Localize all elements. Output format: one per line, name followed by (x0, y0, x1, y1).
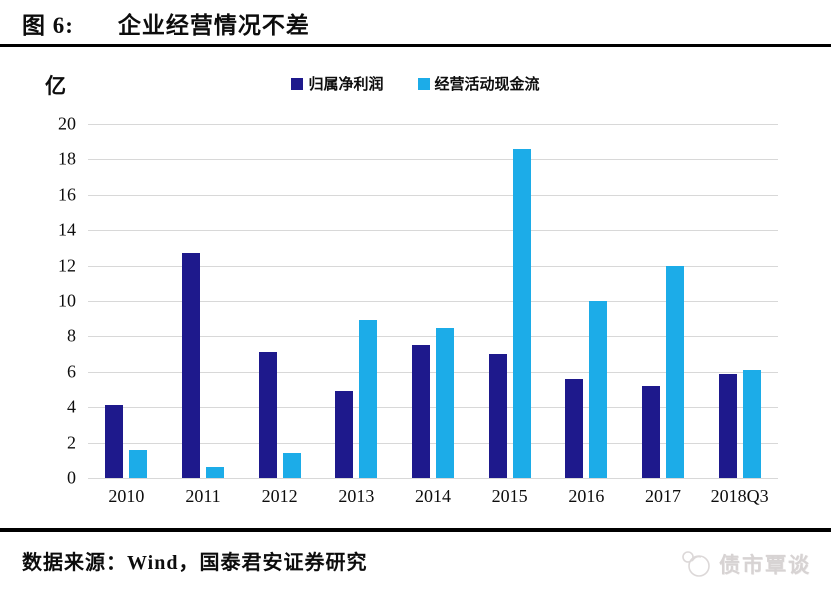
y-axis-unit-label: 亿 (45, 74, 66, 98)
y-axis: 0 2 4 6 8 10 12 14 16 18 20 (36, 114, 82, 488)
x-tick-label-2014: 2014 (415, 486, 451, 506)
bar-operating-cash-flow-2017 (666, 265, 684, 478)
bar-group-2014 (412, 124, 454, 478)
bar-net-profit-2010 (105, 405, 124, 478)
bar-net-profit-2018Q3 (718, 373, 737, 478)
x-tick-label-2017: 2017 (645, 486, 681, 506)
y-tick-label-16: 16 (58, 184, 76, 205)
bar-operating-cash-flow-2012 (282, 453, 301, 478)
header-divider (0, 44, 831, 47)
bar-net-profit-2011 (182, 253, 200, 478)
gridline-y-14 (88, 230, 778, 232)
y-tick-label-14: 14 (58, 219, 76, 240)
gridline-y-8 (88, 336, 778, 338)
chart-header: 图 6: 企业经营情况不差 (22, 6, 821, 40)
footer-divider (0, 528, 831, 532)
bar-group-2013 (335, 124, 378, 478)
gridline-y-4 (88, 407, 778, 409)
bar-operating-cash-flow-2014 (436, 327, 454, 478)
bar-operating-cash-flow-2011 (206, 467, 224, 478)
legend-label-net-profit: 归属净利润 (308, 77, 384, 93)
bar-net-profit-2013 (335, 391, 354, 478)
x-axis: 2010 2011 2012 2013 2014 2015 2016 2017 2018Q3 (88, 486, 778, 512)
bar-net-profit-2014 (412, 345, 430, 478)
x-tick-label-2010: 2010 (108, 486, 145, 506)
bar-operating-cash-flow-2016 (589, 301, 608, 478)
x-tick-label-2015: 2015 (491, 486, 528, 506)
bar-operating-cash-flow-2018Q3 (742, 370, 761, 478)
page-title: 企业经营情况不差 (117, 13, 310, 38)
watermark: 债市覃谈 (679, 549, 811, 579)
x-tick-label-2012: 2012 (261, 486, 298, 506)
gridline-y-0 (88, 478, 778, 479)
gridline-y-12 (88, 265, 778, 267)
bar-group-2018Q3 (718, 124, 761, 478)
bar-net-profit-2016 (565, 378, 584, 478)
y-tick-label-0: 0 (67, 467, 76, 488)
gridline-y-16 (88, 194, 778, 196)
y-tick-label-4: 4 (67, 396, 76, 417)
y-tick-label-6: 6 (67, 361, 76, 382)
bar-net-profit-2017 (642, 385, 660, 478)
bar-group-2015 (488, 124, 531, 478)
y-tick-label-20: 20 (58, 113, 76, 134)
gridline-y-2 (88, 442, 778, 444)
watermark-text: 债市覃谈 (719, 553, 811, 577)
gridline-y-10 (88, 301, 778, 302)
bar-group-2016 (565, 124, 608, 478)
y-tick-label-18: 18 (58, 148, 76, 169)
x-tick-label-2016: 2016 (568, 486, 605, 506)
x-tick-label-2013: 2013 (338, 486, 375, 506)
y-tick-label-2: 2 (67, 432, 76, 453)
data-source-text: 数据来源：Wind，国泰君安证券研究 (22, 552, 368, 574)
bar-group-2012 (258, 124, 301, 478)
bar-operating-cash-flow-2013 (359, 320, 378, 478)
plot-area (88, 124, 778, 479)
bar-group-2010 (105, 124, 148, 478)
chart-legend: 归属净利润 经营活动现金流 (0, 73, 831, 94)
bar-operating-cash-flow-2010 (129, 449, 148, 478)
legend-swatch-operating-cash-flow-icon (417, 77, 430, 90)
y-tick-label-12: 12 (58, 255, 76, 276)
legend-item-operating-cash-flow: 经营活动现金流 (417, 73, 540, 94)
watermark-logo-icon (682, 551, 710, 577)
x-tick-label-2018Q3: 2018Q3 (710, 486, 769, 506)
bar-group-2017 (642, 124, 684, 478)
legend-label-operating-cash-flow: 经营活动现金流 (434, 77, 540, 93)
bar-net-profit-2015 (488, 354, 507, 478)
bar-operating-cash-flow-2015 (512, 148, 531, 478)
gridline-y-20 (88, 124, 778, 125)
bar-group-2011 (182, 124, 224, 478)
legend-swatch-net-profit-icon (291, 77, 304, 90)
legend-item-net-profit: 归属净利润 (291, 73, 384, 94)
gridline-y-6 (88, 371, 778, 373)
x-tick-label-2011: 2011 (185, 486, 221, 506)
y-tick-label-10: 10 (58, 290, 76, 311)
figure-label: 图 6: (22, 13, 74, 38)
gridline-y-18 (88, 159, 778, 161)
y-tick-label-8: 8 (67, 325, 76, 346)
bar-net-profit-2012 (258, 352, 277, 478)
